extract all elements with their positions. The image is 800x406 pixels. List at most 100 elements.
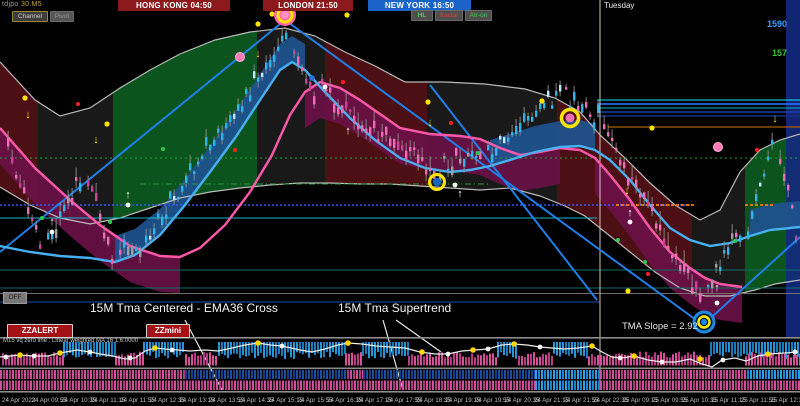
panel-yellow-dot [419, 349, 425, 355]
ribbon-bar-upper [574, 370, 576, 379]
panel-white-dot [31, 353, 37, 359]
candle-body [565, 87, 568, 90]
ribbon-bar-upper [48, 370, 50, 379]
candle-body [731, 233, 734, 239]
off-button[interactable]: OFF [3, 292, 27, 304]
yellow-ring-blue-core [433, 178, 441, 186]
candle-body [711, 281, 714, 289]
candle-body [385, 126, 388, 135]
ribbon-bar-upper [438, 370, 440, 379]
atr-on-button[interactable]: Atr-on [465, 10, 492, 21]
ribbon-bar-lower [414, 380, 416, 390]
histogram-bar-blue [565, 342, 567, 355]
histogram-bar-blue [63, 342, 65, 358]
ribbon-bar-lower [618, 380, 620, 390]
ribbon-bar-upper [589, 370, 591, 379]
histogram-bar-blue [108, 342, 110, 357]
candle-body [655, 223, 658, 229]
ribbon-bar-upper [583, 370, 585, 379]
ribbon-bar-lower [96, 380, 98, 390]
histogram-bar-pink [435, 356, 437, 366]
ribbon-bar-upper [636, 370, 638, 379]
candle-body [499, 135, 502, 140]
ribbon-bar-upper [777, 370, 779, 379]
ribbon-bar-lower [777, 380, 779, 390]
candle-body [293, 50, 296, 54]
histogram-bar-pink [672, 354, 674, 366]
day-separator-label: Tuesday [604, 1, 635, 10]
ribbon-bar-upper [399, 370, 401, 379]
histogram-bar-pink [781, 354, 783, 366]
channel-button[interactable]: Channel [12, 11, 48, 22]
zzmini-button[interactable]: ZZmini [146, 324, 190, 338]
ribbon-bar-upper [269, 370, 271, 379]
ribbon-bar-lower [393, 380, 395, 390]
panel-white-dot [659, 359, 665, 365]
candle-body [577, 105, 580, 111]
histogram-bar-pink [530, 353, 532, 366]
candle-body [707, 284, 710, 288]
ribbon-bar-upper [465, 370, 467, 379]
ribbon-bar-lower [24, 380, 26, 390]
ribbon-bar-upper [732, 370, 734, 379]
ribbon-bar-upper [191, 370, 193, 379]
ribbon-bar-lower [450, 380, 452, 390]
ribbon-bar-lower [684, 380, 686, 390]
candle-body [149, 235, 152, 240]
zzalert-button[interactable]: ZZALERT [7, 324, 73, 338]
ribbon-bar-lower [300, 380, 302, 390]
ribbon-bar-upper [595, 370, 597, 379]
candle-body [771, 139, 774, 145]
ribbon-bar-upper [627, 370, 629, 379]
ribbon-bar-lower [144, 380, 146, 390]
histogram-bar-blue [404, 342, 406, 357]
ribbon-bar-upper [347, 370, 349, 379]
histogram-bar-blue [377, 342, 379, 353]
candle-body [169, 191, 172, 199]
ribbon-bar-lower [399, 380, 401, 390]
histogram-bar-pink [354, 354, 356, 366]
ribbon-bar-lower [654, 380, 656, 390]
ribbon-bar-upper [171, 370, 173, 379]
candle-body [127, 246, 130, 256]
ribbon-bar-lower [225, 380, 227, 390]
white-signal-dot [49, 229, 55, 235]
candle-body [357, 123, 360, 130]
fractal-button[interactable]: fractal [435, 10, 463, 21]
ribbon-bar-lower [639, 380, 641, 390]
candle-body [393, 139, 396, 148]
candle-body [59, 211, 62, 218]
panel-white-dot [537, 344, 543, 350]
ribbon-bar-upper [156, 370, 158, 379]
histogram-bar-pink [486, 355, 488, 366]
histogram-bar-pink [793, 354, 795, 366]
histogram-bar-blue [583, 342, 585, 357]
candle-body [305, 78, 308, 84]
ribbon-bar-lower [735, 380, 737, 390]
pivot-button[interactable]: Pivot [50, 11, 74, 22]
candle-body [667, 245, 670, 250]
histogram-bar-pink [423, 356, 425, 366]
ribbon-bar-upper [314, 370, 316, 379]
ribbon-bar-upper [60, 370, 62, 379]
ribbon-bar-upper [375, 370, 377, 379]
ribbon-bar-upper [544, 370, 546, 379]
ribbon-bar-lower [3, 380, 5, 390]
ribbon-bar-lower [309, 380, 311, 390]
histogram-bar-blue [719, 342, 721, 356]
symbol-text: tdjpo [2, 1, 19, 8]
candle-body [467, 152, 470, 157]
ribbon-bar-lower [669, 380, 671, 390]
candle-body [365, 128, 368, 133]
ribbon-bar-lower [324, 380, 326, 390]
ribbon-bar-lower [672, 380, 674, 390]
ribbon-bar-lower [495, 380, 497, 390]
candle-body [547, 90, 550, 97]
candle-body [23, 187, 26, 194]
candle-body [201, 155, 204, 160]
histogram-bar-blue [713, 342, 715, 355]
ribbon-bar-lower [105, 380, 107, 390]
hl-button[interactable]: HL [411, 10, 433, 21]
ribbon-bar-upper [353, 370, 355, 379]
